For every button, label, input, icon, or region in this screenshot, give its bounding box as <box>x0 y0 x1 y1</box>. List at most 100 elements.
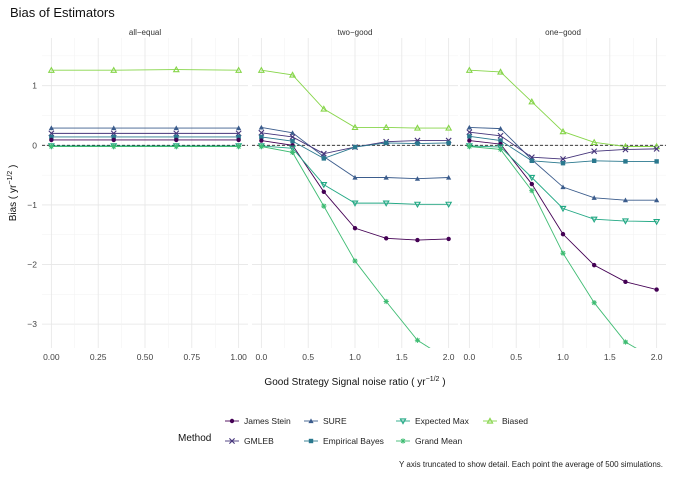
series-expected-max <box>257 143 453 209</box>
panels: all−equal 0.00 0.25 0.50 0.75 1.00 two−good 0.0… <box>42 28 666 362</box>
data-point <box>622 197 629 203</box>
series-biased <box>257 66 453 131</box>
data-point <box>414 176 421 181</box>
data-point <box>560 184 566 190</box>
data-point <box>560 160 566 166</box>
data-point <box>289 133 296 140</box>
data-point <box>445 201 453 209</box>
data-point <box>559 205 567 213</box>
data-point <box>528 98 536 105</box>
legend-item-gmleb: GMLEB <box>225 436 274 446</box>
legend-key-marker <box>308 438 314 444</box>
legend-label: Expected Max <box>415 416 470 426</box>
series-james-stein <box>49 137 241 143</box>
data-point <box>591 148 598 155</box>
data-point <box>466 129 473 136</box>
data-point <box>289 149 296 156</box>
series-line <box>261 69 449 129</box>
data-point <box>446 174 452 180</box>
data-point <box>466 124 472 130</box>
data-point <box>622 146 629 153</box>
x-tick-label: 1.0 <box>557 352 569 362</box>
data-point <box>236 125 242 131</box>
series-biased <box>47 65 243 73</box>
legend-item-grand-mean: Grand Mean <box>396 436 463 446</box>
data-point <box>591 158 597 164</box>
y-axis: −3 −2 −1 0 1 Bias ( yr−1/2 ) <box>7 81 37 329</box>
data-point <box>290 138 295 144</box>
panel-grid <box>252 38 458 348</box>
panel-strip-label: two−good <box>338 28 373 37</box>
y-tick-label: −1 <box>27 200 37 210</box>
data-point <box>498 141 503 147</box>
legend-item-biased: Biased <box>483 416 528 426</box>
data-point <box>529 188 535 194</box>
x-axis-title: Good Strategy Signal noise ratio ( yr−1/… <box>264 376 445 388</box>
legend-key-marker <box>400 438 406 444</box>
y-tick-label: −2 <box>27 260 37 270</box>
data-point <box>111 143 117 150</box>
data-point <box>529 158 535 164</box>
series-line <box>261 145 449 205</box>
legend-key-marker <box>486 417 494 424</box>
data-point <box>590 138 598 145</box>
x-tick-label: 0.50 <box>137 352 154 362</box>
data-point <box>174 137 179 143</box>
series-sure <box>48 125 242 131</box>
data-point <box>258 143 264 150</box>
data-point <box>497 144 505 151</box>
panel-strip-label: all−equal <box>129 28 161 37</box>
series-empirical-bayes <box>259 134 451 161</box>
data-point <box>382 200 390 207</box>
data-point <box>257 66 265 73</box>
x-tick-label: 0.0 <box>255 352 267 362</box>
x-tick-label: 1.5 <box>604 352 616 362</box>
data-point <box>320 105 328 112</box>
x-tick-label: 1.0 <box>349 352 361 362</box>
data-point <box>560 231 566 237</box>
panel-one-good: one−good 0.0 0.5 1.0 1.5 2.0 <box>460 28 666 362</box>
y-tick-label: −3 <box>27 319 37 329</box>
legend-item-sure: SURE <box>304 416 347 426</box>
data-point <box>289 71 297 78</box>
y-tick-label: 1 <box>32 81 37 91</box>
data-point <box>382 123 390 131</box>
series-sure <box>258 124 452 181</box>
data-point <box>49 134 54 140</box>
data-point <box>352 144 358 150</box>
x-tick-label: 0.0 <box>463 352 475 362</box>
data-point <box>289 130 296 135</box>
legend-label: GMLEB <box>244 436 274 446</box>
data-point <box>591 262 597 268</box>
data-point <box>415 141 420 146</box>
data-point <box>47 66 55 73</box>
series-grand-mean <box>466 143 637 348</box>
data-point <box>623 279 628 285</box>
data-point <box>465 66 473 73</box>
data-point <box>258 129 265 136</box>
data-point <box>621 218 629 225</box>
data-point <box>497 68 505 75</box>
data-point <box>621 142 629 150</box>
data-point <box>173 143 179 150</box>
x-tick-label: 0.00 <box>43 352 60 362</box>
data-point <box>590 216 598 223</box>
data-point <box>559 127 567 135</box>
data-point <box>654 197 660 203</box>
data-point <box>445 124 453 131</box>
data-point <box>111 134 116 140</box>
x-tick-label: 1.5 <box>396 352 408 362</box>
data-point <box>622 339 629 345</box>
data-point <box>497 126 504 131</box>
legend-item-empirical-bayes: Empirical Bayes <box>304 436 384 446</box>
series-grand-mean <box>48 143 242 150</box>
data-point <box>446 140 451 146</box>
data-point <box>383 140 389 146</box>
data-point <box>259 134 264 140</box>
data-point <box>591 195 597 200</box>
series-james-stein <box>259 138 451 243</box>
data-point <box>467 134 472 139</box>
data-point <box>498 138 503 143</box>
x-tick-label: 1.00 <box>230 352 247 362</box>
